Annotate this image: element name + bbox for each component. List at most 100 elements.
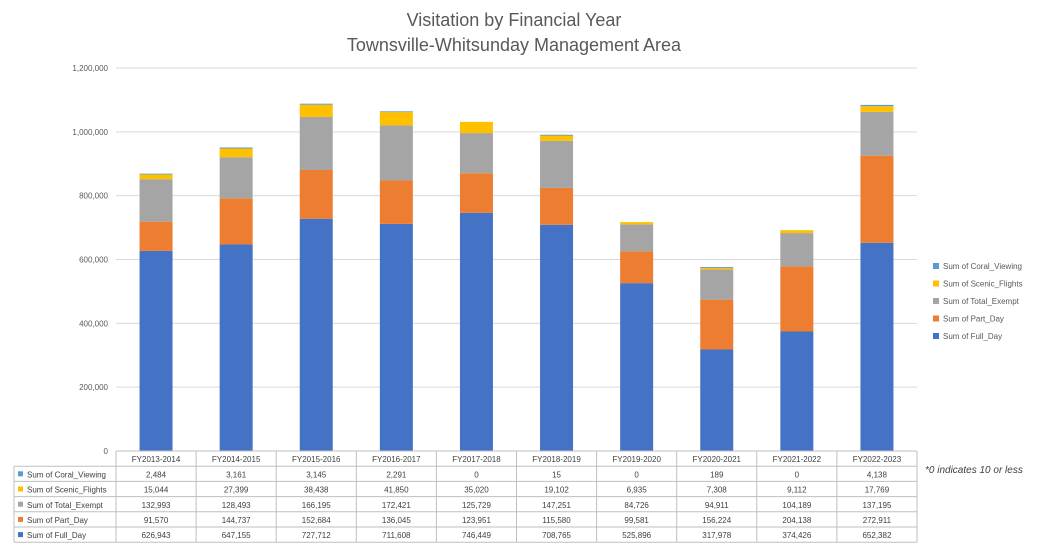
data-label: 123,951 (462, 516, 491, 525)
chart-title: Visitation by Financial Year (407, 10, 622, 30)
data-label: 3,145 (306, 470, 327, 479)
bar-segment (299, 218, 333, 451)
data-label: 137,195 (862, 501, 891, 510)
data-label: 525,896 (622, 531, 651, 540)
data-label: 0 (634, 470, 639, 479)
bar-segment (700, 269, 734, 300)
data-label: 15 (552, 470, 561, 479)
legend-swatch (933, 315, 939, 322)
data-label: 15,044 (144, 486, 169, 495)
table-row-label: Sum of Coral_Viewing (27, 470, 106, 479)
category-label: FY2020-2021 (693, 455, 742, 464)
data-label: 104,189 (782, 501, 811, 510)
category-label: FY2021-2022 (773, 455, 822, 464)
legend-item: Sum of Full_Day (943, 332, 1002, 341)
bar-segment (219, 148, 253, 158)
data-label: 626,943 (142, 531, 171, 540)
data-label: 35,020 (464, 486, 489, 495)
data-label: 166,195 (302, 501, 331, 510)
data-label: 2,291 (386, 470, 407, 479)
legend-swatch (933, 333, 939, 339)
data-label: 84,726 (624, 501, 649, 510)
data-label: 652,382 (862, 531, 891, 540)
data-label: 147,251 (542, 501, 571, 510)
y-tick-label: 1,000,000 (72, 128, 108, 137)
bar-segment (780, 230, 814, 234)
data-label: 136,045 (382, 516, 411, 525)
bar-segment (700, 299, 734, 350)
data-label: 374,426 (782, 531, 811, 540)
data-label: 91,570 (144, 516, 169, 525)
data-label: 2,484 (146, 470, 167, 479)
bar-segment (139, 179, 173, 222)
data-label: 128,493 (222, 501, 251, 510)
bar-segment (540, 187, 574, 225)
table-legend-swatch (18, 471, 23, 477)
category-label: FY2013-2014 (132, 455, 181, 464)
data-label: 0 (795, 470, 800, 479)
data-label: 4,138 (867, 470, 888, 479)
bar-segment (620, 283, 654, 451)
data-label: 99,581 (624, 516, 649, 525)
data-label: 708,765 (542, 531, 571, 540)
data-table: FY2013-2014 FY2014-2015 FY2015-2016 FY2016-… (13, 450, 918, 543)
data-label: 125,729 (462, 501, 491, 510)
bar-segment (540, 140, 574, 188)
category-label: FY2022-2023 (853, 455, 902, 464)
legend-swatch (933, 263, 939, 269)
table-row-label: Sum of Full_Day (27, 531, 86, 540)
bar-segment (700, 267, 734, 270)
bar-segment (219, 157, 253, 199)
bars (139, 103, 894, 451)
bar-segment (379, 112, 413, 126)
data-label: 94,911 (705, 501, 729, 510)
bar-segment (459, 173, 493, 213)
bar-segment (860, 111, 894, 156)
data-label: 7,308 (707, 486, 728, 495)
chart-subtitle: Townsville-Whitsunday Management Area (347, 35, 682, 55)
data-label: 17,769 (865, 486, 890, 495)
legend-item: Sum of Scenic_Flights (943, 280, 1023, 289)
y-tick-label: 600,000 (79, 256, 108, 265)
table-row-label: Sum of Scenic_Flights (27, 486, 107, 495)
bar-segment (700, 349, 734, 451)
data-label: 115,580 (542, 516, 571, 525)
y-tick-label: 0 (104, 447, 109, 456)
table-row-label: Sum of Total_Exempt (27, 501, 104, 510)
bar-segment (620, 222, 654, 225)
bar-segment (860, 106, 894, 112)
bar-segment (139, 174, 173, 180)
data-label: 38,438 (304, 486, 329, 495)
bar-segment (860, 242, 894, 451)
data-label: 144,737 (222, 516, 251, 525)
bar-segment (219, 198, 253, 245)
bar-segment (219, 244, 253, 451)
bar-segment (139, 221, 173, 251)
bar-segment (459, 212, 493, 451)
legend-item: Sum of Part_Day (943, 315, 1004, 324)
bar-segment (780, 266, 814, 332)
legend-item: Sum of Coral_Viewing (943, 262, 1022, 271)
table-legend-swatch (18, 532, 23, 538)
bar-segment (379, 125, 413, 181)
data-label: 711,608 (382, 531, 411, 540)
data-label: 172,421 (382, 501, 411, 510)
y-tick-label: 400,000 (79, 319, 108, 328)
bar-segment (299, 103, 333, 105)
annotation-note: *0 indicates 10 or less (925, 465, 1023, 476)
table-legend-swatch (18, 501, 23, 507)
data-label: 41,850 (384, 486, 409, 495)
bar-segment (459, 133, 493, 174)
data-label: 189 (710, 470, 724, 479)
legend-item: Sum of Total_Exempt (943, 297, 1020, 306)
y-tick-label: 800,000 (79, 192, 108, 201)
data-label: 6,935 (627, 486, 648, 495)
data-label: 317,978 (702, 531, 731, 540)
bar-segment (860, 104, 894, 107)
bar-segment (379, 180, 413, 224)
bar-segment (139, 173, 173, 175)
bar-segment (620, 251, 654, 284)
data-label: 19,102 (544, 486, 569, 495)
y-tick-label: 200,000 (79, 383, 108, 392)
